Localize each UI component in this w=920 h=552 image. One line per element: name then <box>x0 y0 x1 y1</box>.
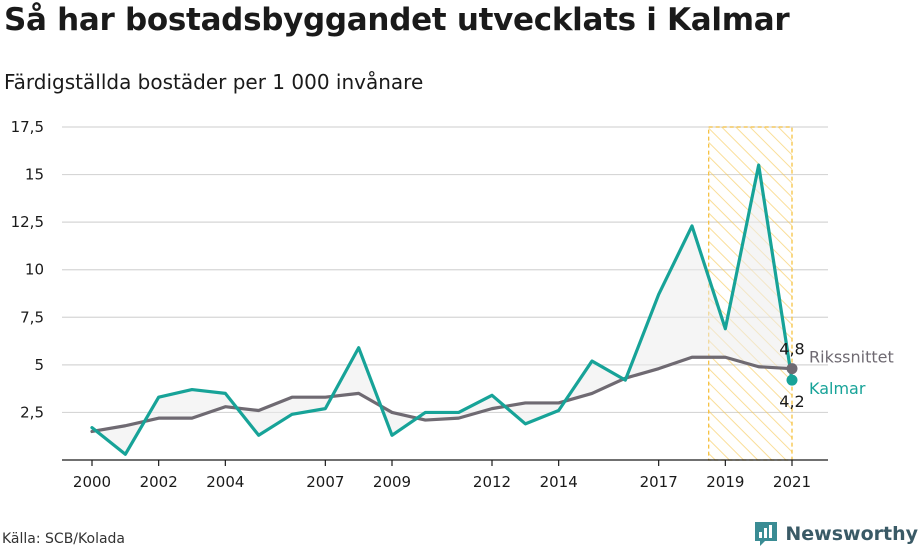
kalmar-end-value: 4,2 <box>779 392 804 411</box>
x-tick-label: 2014 <box>540 473 578 491</box>
x-tick-label: 2009 <box>373 473 411 491</box>
x-tick-label: 2007 <box>306 473 344 491</box>
series-line-kalmar <box>90 163 794 456</box>
kalmar-end-point <box>786 374 798 386</box>
series <box>90 163 794 456</box>
riket-series-label: Rikssnittet <box>809 348 894 367</box>
y-tick-label: 10 <box>25 261 44 279</box>
newsworthy-icon <box>755 522 778 546</box>
riket-end-point <box>786 363 798 375</box>
riket-end-value: 4,8 <box>779 340 804 359</box>
chart-title: Så har bostadsbyggandet utvecklats i Kal… <box>4 2 790 38</box>
y-tick-label: 7,5 <box>20 308 44 326</box>
y-tick-label: 5 <box>34 356 44 374</box>
x-tick-label: 2019 <box>706 473 744 491</box>
brand-name: Newsworthy <box>785 523 918 545</box>
kalmar-series-label: Kalmar <box>809 379 866 398</box>
y-tick-label: 12,5 <box>11 213 44 231</box>
x-tick-label: 2004 <box>206 473 244 491</box>
x-tick-label: 2002 <box>140 473 178 491</box>
chart-subtitle: Färdigställda bostäder per 1 000 invånar… <box>4 70 424 94</box>
x-tick-label: 2012 <box>473 473 511 491</box>
source-note: Källa: SCB/Kolada <box>2 531 126 547</box>
x-tick-label: 2017 <box>640 473 678 491</box>
series-line-riket <box>90 355 794 434</box>
brand-logo: Newsworthy <box>753 520 918 548</box>
y-tick-label: 2,5 <box>20 403 44 421</box>
x-axis: 2000 2002 2004 2007 2009 2012 2014 2017 2019 2021 <box>62 459 828 491</box>
x-tick-label: 2000 <box>73 473 111 491</box>
end-labels: 4,8 4,2 Rikssnittet Kalmar <box>779 340 893 411</box>
y-tick-label: 17,5 <box>11 118 44 136</box>
y-tick-label: 15 <box>25 166 44 184</box>
x-tick-label: 2021 <box>773 473 811 491</box>
